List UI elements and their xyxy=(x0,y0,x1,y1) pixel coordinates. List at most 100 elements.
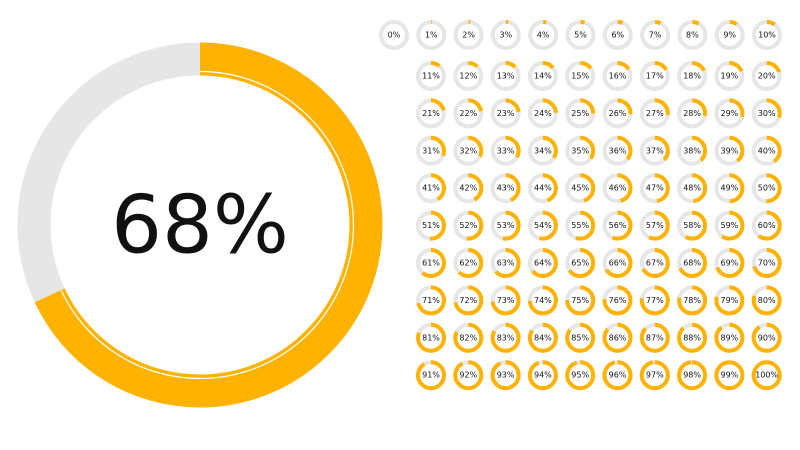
donut-arc xyxy=(453,98,484,129)
donut-label: 45% xyxy=(571,184,589,193)
donut-arc xyxy=(639,322,670,353)
donut-arc xyxy=(453,135,484,166)
donut-arc xyxy=(751,135,782,166)
donut-label: 63% xyxy=(497,259,515,268)
donut-arc xyxy=(714,210,745,241)
donut-label: 9% xyxy=(723,31,736,40)
donut-label: 85% xyxy=(571,333,589,342)
donut-label: 23% xyxy=(497,109,515,118)
donut-arc xyxy=(490,210,521,241)
donut-arc xyxy=(565,285,596,316)
donut-label: 34% xyxy=(534,146,552,155)
donut-arc xyxy=(527,135,558,166)
donut-label: 71% xyxy=(422,296,440,305)
donut-label: 95% xyxy=(571,371,589,380)
donut-arc xyxy=(453,360,484,391)
donut-arc xyxy=(677,360,708,391)
donut-label: 64% xyxy=(534,259,552,268)
donut-label: 87% xyxy=(646,333,664,342)
donut-label: 20% xyxy=(758,72,776,81)
donut-label: 57% xyxy=(646,221,664,230)
donut-arc xyxy=(490,322,521,353)
donut-arc xyxy=(565,173,596,204)
donut-arc xyxy=(565,98,596,129)
donut-label: 3% xyxy=(500,31,513,40)
donut-arc xyxy=(639,360,670,391)
donut-arc xyxy=(565,322,596,353)
donut-label: 30% xyxy=(758,109,776,118)
donut-label: 11% xyxy=(422,72,440,81)
donut-label: 21% xyxy=(422,109,440,118)
donut-label: 79% xyxy=(721,296,739,305)
donut-label: 69% xyxy=(721,259,739,268)
donut-arc xyxy=(677,285,708,316)
donut-arc xyxy=(751,360,782,391)
donut-arc xyxy=(677,98,708,129)
donut-label: 80% xyxy=(758,296,776,305)
donut-arc xyxy=(490,285,521,316)
donut-label: 98% xyxy=(683,371,701,380)
donut-arc xyxy=(565,61,596,91)
donut-arc xyxy=(527,322,558,353)
donut-label: 4% xyxy=(537,31,550,40)
donut-label: 49% xyxy=(721,184,739,193)
donut-arc xyxy=(527,248,558,278)
donut-arc xyxy=(639,98,670,129)
donut-label: 59% xyxy=(721,221,739,230)
donut-label: 5% xyxy=(574,31,587,40)
donut-arc xyxy=(751,61,782,91)
donut-arc xyxy=(677,322,708,353)
donut-arc xyxy=(490,248,521,278)
donut-arc xyxy=(640,20,671,50)
donut-arc xyxy=(714,20,745,50)
donut-track xyxy=(379,20,409,50)
donut-arc xyxy=(490,98,521,129)
donut-arc xyxy=(639,135,670,166)
donut-label: 97% xyxy=(646,371,664,380)
donut-arc xyxy=(416,98,446,129)
donut-arc xyxy=(453,173,484,204)
donut-label: 36% xyxy=(609,146,627,155)
donut-arc xyxy=(490,135,521,166)
donut-label: 1% xyxy=(425,31,438,40)
donut-arc xyxy=(416,210,446,241)
donut-arc xyxy=(565,248,596,278)
donut-arc xyxy=(639,173,670,204)
donut-arc xyxy=(416,248,446,278)
donut-label: 25% xyxy=(571,109,589,118)
donut-arc xyxy=(453,285,484,316)
donut-arc xyxy=(602,20,633,50)
donut-label: 27% xyxy=(646,109,664,118)
donut-arc xyxy=(602,173,633,204)
donut-label: 68% xyxy=(111,179,289,272)
donut-label: 54% xyxy=(534,221,552,230)
donut-arc xyxy=(714,248,745,278)
donut-label: 50% xyxy=(758,184,776,193)
donut-label: 76% xyxy=(609,296,627,305)
donut-arc xyxy=(751,248,782,278)
donut-label: 96% xyxy=(609,371,627,380)
donut-arc xyxy=(453,210,484,241)
donut-label: 43% xyxy=(497,184,515,193)
donut-arc xyxy=(639,210,670,241)
donut-arc xyxy=(527,173,558,204)
donut-label: 10% xyxy=(758,31,776,40)
donut-arc xyxy=(453,248,484,278)
donut-arc xyxy=(714,322,745,353)
donut-arc xyxy=(602,61,633,91)
donut-label: 28% xyxy=(683,109,701,118)
donut-label: 90% xyxy=(758,333,776,342)
donut-label: 75% xyxy=(571,296,589,305)
donut-label: 37% xyxy=(646,146,664,155)
donut-label: 67% xyxy=(646,259,664,268)
donut-label: 99% xyxy=(721,371,739,380)
donut-label: 48% xyxy=(683,184,701,193)
donut-label: 66% xyxy=(609,259,627,268)
donut-arc xyxy=(752,20,782,50)
donut-arc xyxy=(714,135,745,166)
donut-arc xyxy=(714,360,745,391)
donut-label: 39% xyxy=(721,146,739,155)
donut-label: 41% xyxy=(422,184,440,193)
donut-arc xyxy=(602,210,633,241)
